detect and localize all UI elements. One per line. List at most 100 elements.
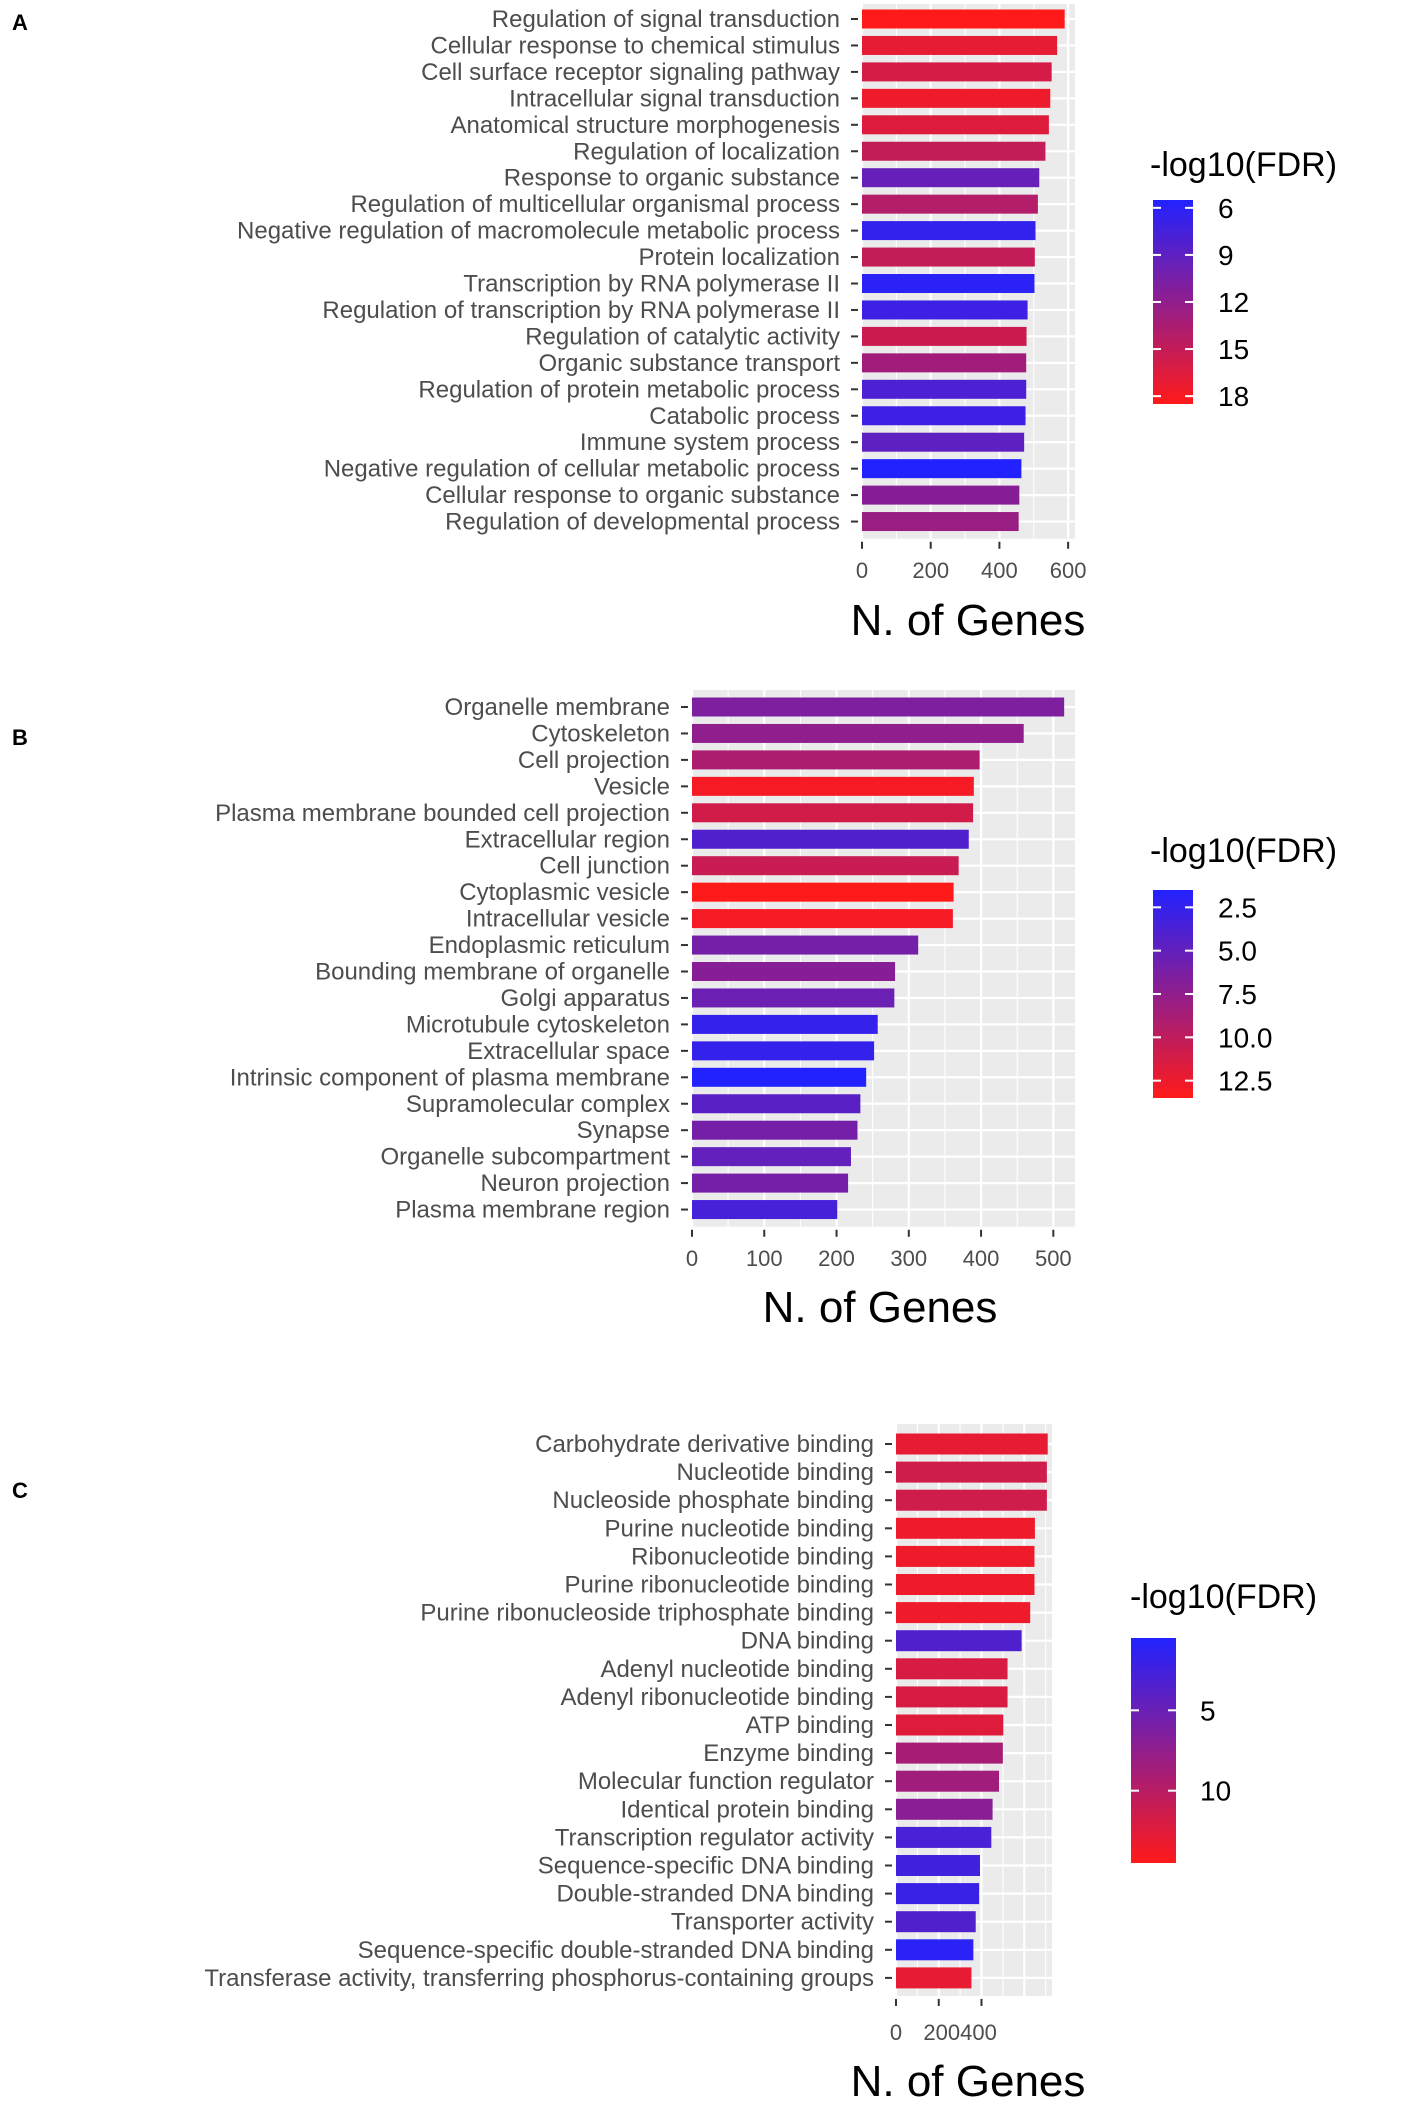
category-label: Purine ribonucleotide binding — [564, 1572, 874, 1599]
category-label: Extracellular space — [467, 1038, 670, 1065]
bar — [896, 1461, 1047, 1483]
panel-c: C Carbohydrate derivative bindingNucleoti… — [12, 1424, 1317, 2106]
bar — [862, 9, 1065, 29]
colorbar — [1131, 1638, 1176, 1863]
bar — [692, 750, 980, 770]
bar — [896, 1545, 1035, 1567]
category-label: Nucleotide binding — [677, 1459, 874, 1486]
bar — [896, 1574, 1035, 1595]
bar — [692, 1041, 875, 1061]
category-label: Regulation of signal transduction — [492, 6, 840, 33]
category-label: Negative regulation of cellular metaboli… — [324, 456, 840, 483]
category-label: Molecular function regulator — [578, 1768, 874, 1795]
bar — [692, 776, 974, 796]
category-label: Regulation of multicellular organismal p… — [350, 191, 840, 218]
category-label: Transcription by RNA polymerase II — [463, 271, 840, 298]
bar — [692, 1094, 861, 1114]
panel-a: A Regulation of signal transductionCellul… — [12, 4, 1337, 645]
category-label: Adenyl ribonucleotide binding — [560, 1684, 874, 1711]
bar — [862, 459, 1022, 479]
category-label: Regulation of developmental process — [445, 509, 840, 536]
bar — [896, 1658, 1008, 1680]
bar — [692, 909, 953, 929]
bar — [862, 62, 1052, 82]
category-label: Endoplasmic reticulum — [429, 932, 670, 959]
bar — [692, 962, 896, 981]
legend-tick-label: 12.5 — [1218, 1066, 1273, 1097]
bar — [692, 697, 1065, 717]
category-label: Cell surface receptor signaling pathway — [421, 59, 840, 86]
bar — [692, 1200, 838, 1220]
bar — [896, 1686, 1008, 1708]
category-label: Cell projection — [518, 747, 670, 774]
category-label: Bounding membrane of organelle — [315, 959, 670, 986]
bar — [862, 432, 1025, 452]
category-label: Negative regulation of macromolecule met… — [237, 218, 840, 245]
legend-tick-label: 15 — [1218, 334, 1249, 365]
bar — [692, 1120, 858, 1140]
x-tick-label: 200 — [818, 1246, 855, 1271]
bar — [896, 1433, 1048, 1455]
legend-title: -log10(FDR) — [1130, 1578, 1317, 1616]
bar — [862, 168, 1040, 188]
colorbar-legend: -log10(FDR) 5 10 — [1130, 1578, 1317, 1863]
legend-title: -log10(FDR) — [1150, 146, 1337, 184]
bar — [692, 1173, 849, 1193]
legend-tick-label: 6 — [1218, 193, 1234, 224]
bar — [862, 300, 1028, 320]
bar — [692, 1067, 867, 1087]
bar — [896, 1714, 1004, 1736]
bar — [862, 247, 1035, 267]
category-label: Double-stranded DNA binding — [556, 1881, 874, 1908]
bar — [692, 882, 954, 902]
bar — [896, 1826, 992, 1848]
category-label: Transporter activity — [671, 1909, 874, 1936]
category-label: Cytoskeleton — [531, 720, 670, 747]
category-label: ATP binding — [745, 1712, 874, 1739]
panel-letter: C — [12, 1478, 28, 1503]
category-label: Regulation of protein metabolic process — [418, 376, 840, 403]
category-label: Organelle membrane — [445, 694, 670, 721]
bar — [862, 274, 1035, 293]
bar — [862, 194, 1038, 214]
bar — [862, 353, 1027, 373]
category-label: Regulation of transcription by RNA polym… — [322, 297, 840, 324]
bar — [692, 935, 919, 955]
category-label: Intracellular vesicle — [466, 906, 670, 933]
category-label: Sequence-specific DNA binding — [538, 1853, 874, 1880]
category-label: Cellular response to chemical stimulus — [431, 32, 841, 59]
bar — [862, 326, 1027, 346]
category-label: Immune system process — [580, 429, 840, 456]
bar — [896, 1602, 1031, 1624]
category-label: Microtubule cytoskeleton — [406, 1011, 670, 1038]
x-tick-label: 0 — [890, 2020, 902, 2045]
bar — [862, 512, 1019, 532]
category-label: Adenyl nucleotide binding — [600, 1656, 874, 1683]
bar — [862, 379, 1027, 399]
category-label: Transferase activity, transferring phosp… — [204, 1965, 874, 1992]
category-label: Plasma membrane bounded cell projection — [215, 800, 670, 827]
plot-background — [862, 4, 1075, 539]
bar — [692, 723, 1024, 743]
bar — [896, 1630, 1022, 1652]
bar — [692, 1147, 851, 1167]
x-tick-label: 0 — [856, 558, 868, 583]
category-label: DNA binding — [741, 1628, 874, 1655]
category-label: Golgi apparatus — [501, 985, 670, 1012]
category-label: Intracellular signal transduction — [509, 85, 840, 112]
category-label: Supramolecular complex — [406, 1091, 670, 1118]
category-label: Synapse — [577, 1117, 670, 1144]
category-label: Intrinsic component of plasma membrane — [230, 1064, 670, 1091]
colorbar-legend: -log10(FDR) 6 9 12 15 18 — [1150, 146, 1337, 412]
bar — [896, 1911, 976, 1933]
x-axis-title: N. of Genes — [851, 2057, 1086, 2106]
bar — [862, 485, 1020, 505]
bar — [862, 88, 1051, 108]
bar — [692, 988, 895, 1008]
x-axis-title: N. of Genes — [763, 1283, 998, 1332]
colorbar-legend: -log10(FDR) 2.5 5.0 7.5 10.0 12.5 — [1150, 832, 1337, 1098]
category-label: Response to organic substance — [504, 165, 840, 192]
category-label: Transcription regulator activity — [555, 1824, 874, 1851]
legend-tick-label: 9 — [1218, 240, 1234, 271]
